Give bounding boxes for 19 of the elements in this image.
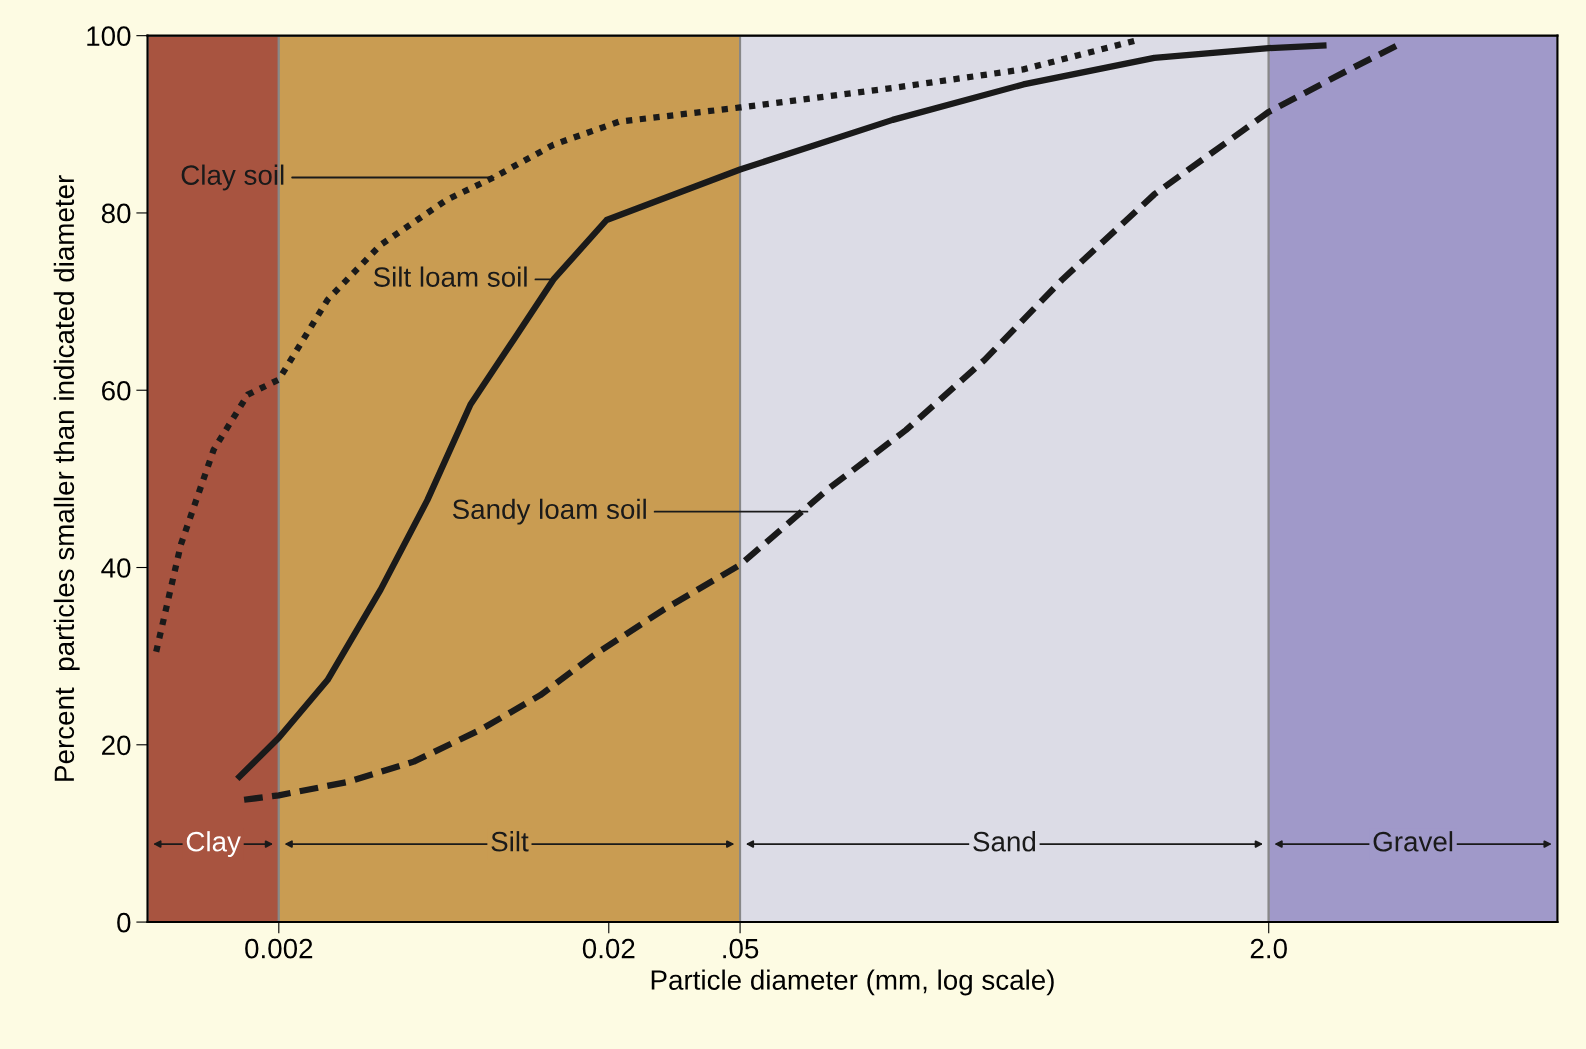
x-tick-label: 0.002 [245,938,313,959]
y-tick-label: 0 [117,912,131,933]
y-tick-label: 60 [102,380,131,401]
band-label: Clay [186,831,241,858]
x-tick-label: .05 [723,938,759,959]
y-axis-title: Percent particles smaller than indicated diameter [53,175,80,781]
annotation: Sandy loam soil [452,498,646,525]
x-tick-label: 0.02 [582,938,635,959]
band-label: Gravel [1373,831,1453,852]
y-tick-label: 20 [102,735,131,756]
band-label: Sand [973,831,1036,852]
band-label: Silt [491,831,529,852]
y-tick-label: 40 [101,558,131,578]
x-axis-title: Particle diameter (mm, log scale) [651,969,1054,996]
y-tick-label: 100 [87,26,131,46]
annotation: Clay soil [181,164,284,191]
x-tick-label: 2.0 [1250,938,1287,959]
y-tick-label: 80 [101,203,131,224]
annotation: Silt loam soil [373,266,527,287]
